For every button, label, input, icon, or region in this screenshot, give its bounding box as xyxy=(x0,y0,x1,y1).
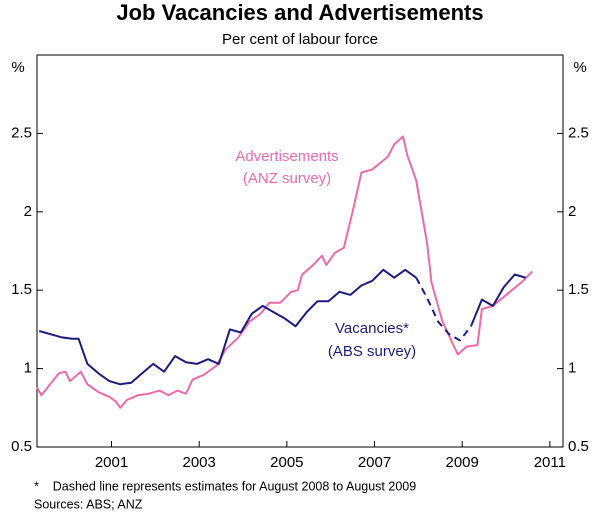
footnote: * Dashed line represents estimates for A… xyxy=(34,479,416,493)
plot-frame xyxy=(36,54,564,448)
x-tick-label: 2001 xyxy=(95,454,128,471)
y2-tick-label: 2.5 xyxy=(568,124,589,141)
y2-tick-label: 1.5 xyxy=(568,281,589,298)
y-tick-label: 0.5 xyxy=(11,438,32,455)
series-label: Advertisements xyxy=(235,148,338,165)
y-unit-right: % xyxy=(573,59,586,76)
y-unit-left: % xyxy=(11,59,24,76)
chart-title: Job Vacancies and Advertisements xyxy=(116,0,483,25)
y-tick-label: 2 xyxy=(24,203,32,220)
x-tick-label: 2011 xyxy=(534,454,566,471)
y-tick-label: 2.5 xyxy=(11,124,32,141)
series-note: (ANZ survey) xyxy=(243,170,331,187)
series-note: (ABS survey) xyxy=(328,343,416,360)
y-tick-label: 1.5 xyxy=(11,281,32,298)
y2-tick-label: 2 xyxy=(568,203,576,220)
series-line xyxy=(415,277,472,342)
x-tick-label: 2005 xyxy=(270,454,303,471)
sources: Sources: ABS; ANZ xyxy=(34,497,143,511)
series-line xyxy=(36,135,534,409)
y2-tick-label: 0.5 xyxy=(568,438,589,455)
x-tick-label: 2007 xyxy=(358,454,391,471)
series-line xyxy=(470,273,526,327)
chart-subtitle: Per cent of labour force xyxy=(222,31,378,48)
y2-tick-label: 1 xyxy=(568,360,576,377)
series-line xyxy=(38,268,417,386)
x-tick-label: 2009 xyxy=(445,454,478,471)
x-tick-label: 2003 xyxy=(182,454,215,471)
y-tick-label: 1 xyxy=(24,360,32,377)
series-label: Vacancies* xyxy=(335,320,409,337)
